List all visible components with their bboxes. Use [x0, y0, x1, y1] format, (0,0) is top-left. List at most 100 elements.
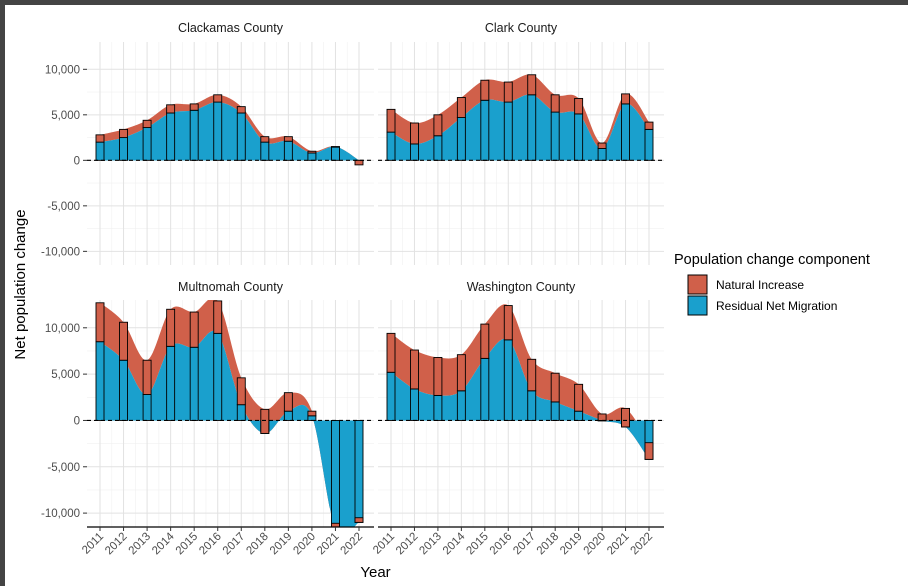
bar-natural-increase-2015	[189, 103, 199, 111]
bar-natural-increase-2012	[410, 122, 419, 145]
bar-residual-net-migration-2016	[503, 339, 513, 421]
legend: Population change component Natural Incre…	[674, 252, 870, 316]
bar-residual-net-migration-2018	[260, 141, 270, 161]
bar-residual-net-migration-2022	[354, 419, 364, 523]
bar-natural-increase-2018	[260, 408, 270, 434]
x-tick-label: 2011	[80, 531, 106, 557]
bar-natural-increase-2017	[236, 377, 246, 406]
x-tick-label: 2015	[174, 531, 201, 558]
x-tick-label: 2017	[511, 531, 538, 558]
bar-residual-net-migration-2018	[550, 111, 560, 161]
bar-residual-net-migration-2020	[597, 148, 607, 161]
bar-natural-increase-2015	[189, 311, 199, 348]
panel-title: Clark County	[485, 21, 558, 35]
panel-title: Clackamas County	[178, 21, 284, 35]
area-layer	[100, 300, 359, 527]
legend-label: Residual Net Migration	[716, 299, 837, 313]
y-axis-title: Net population change	[12, 209, 29, 359]
bar-natural-increase-2020	[597, 413, 607, 421]
bar-natural-increase-2014	[166, 104, 176, 114]
bar-residual-net-migration-2011	[386, 371, 396, 421]
bar-natural-increase-2022	[354, 159, 364, 166]
bar-residual-net-migration-2020	[307, 152, 317, 161]
bar-natural-increase-2016	[503, 81, 513, 103]
bar-residual-net-migration-2011	[95, 341, 105, 421]
bar-natural-increase-2018	[260, 136, 270, 143]
x-tick-label: 2021	[605, 531, 632, 558]
x-tick-label: 2020	[582, 531, 609, 558]
x-tick-label: 2016	[488, 531, 515, 558]
bar-natural-increase-2014	[456, 354, 466, 392]
bar-natural-increase-2017	[236, 106, 246, 114]
bar-natural-increase-2016	[213, 300, 223, 334]
x-tick-label: 2021	[315, 531, 342, 558]
bar-natural-increase-2020	[597, 142, 607, 149]
bar-natural-increase-2015	[480, 79, 490, 101]
area-residual-net-migration	[100, 331, 359, 527]
x-tick-label: 2014	[150, 530, 177, 557]
bar-residual-net-migration-2015	[480, 99, 490, 161]
bar-residual-net-migration-2019	[283, 410, 293, 421]
bar-natural-increase-2016	[213, 94, 223, 103]
y-tick-label: 10,000	[45, 64, 80, 76]
bar-natural-increase-2017	[527, 358, 537, 392]
x-tick-label: 2012	[394, 531, 421, 558]
x-tick-label: 2012	[103, 531, 130, 558]
bar-residual-net-migration-2014	[166, 345, 176, 421]
bar-natural-increase-2020	[307, 150, 317, 154]
x-axis-title: Year	[360, 564, 390, 581]
legend-swatch	[687, 274, 708, 295]
y-tick-label: -5,000	[47, 201, 80, 213]
bar-residual-net-migration-2012	[119, 137, 128, 161]
bar-residual-net-migration-2013	[433, 135, 443, 161]
bar-natural-increase-2013	[433, 114, 443, 137]
bar-natural-increase-2019	[283, 392, 293, 412]
bar-residual-net-migration-2012	[119, 359, 128, 421]
bar-residual-net-migration-2018	[550, 401, 560, 421]
area-natural-increase	[100, 94, 359, 165]
x-tick-label: 2014	[441, 530, 468, 557]
bar-natural-increase-2019	[574, 97, 584, 115]
bar-natural-increase-2013	[142, 359, 152, 395]
panel-4: Washington County20112012201320142015201…	[371, 280, 664, 557]
legend-label: Natural Increase	[716, 278, 804, 292]
bar-natural-increase-2013	[142, 119, 152, 129]
y-tick-label: 5,000	[51, 369, 80, 381]
bar-residual-net-migration-2014	[456, 390, 466, 421]
bar-residual-net-migration-2019	[574, 113, 584, 161]
bar-natural-increase-2018	[550, 94, 560, 113]
bar-natural-increase-2021	[621, 407, 630, 428]
bar-residual-net-migration-2011	[95, 141, 105, 161]
x-tick-label: 2016	[197, 531, 224, 558]
x-tick-label: 2018	[244, 531, 271, 558]
bar-residual-net-migration-2020	[307, 415, 317, 421]
bar-natural-increase-2011	[386, 108, 396, 133]
panel-1: Clackamas County 10,000 5,000 0 -5,000 -10,00…	[41, 21, 374, 265]
bar-residual-net-migration-2021	[331, 146, 340, 161]
bar-layer	[95, 300, 364, 527]
chart-canvas: Clackamas County 10,000 5,000 0 -5,000 -10,00…	[5, 5, 908, 586]
bar-residual-net-migration-2016	[213, 332, 223, 421]
x-tick-label: 2018	[535, 531, 562, 558]
x-tick-label: 2020	[291, 531, 318, 558]
bar-natural-increase-2017	[527, 74, 537, 96]
x-tick-label: 2019	[558, 531, 585, 558]
faceted-population-chart: Clackamas County 10,000 5,000 0 -5,000 -10,00…	[12, 21, 870, 581]
bar-residual-net-migration-2015	[189, 109, 199, 161]
panel-2: Clark County	[378, 21, 664, 265]
y-tick-label: 0	[74, 155, 80, 167]
bar-residual-net-migration-2022	[644, 128, 654, 161]
bar-residual-net-migration-2012	[410, 143, 419, 161]
y-tick-label: 0	[74, 415, 80, 427]
panel-3: Multnomah County 10,000 5,000 0 -5,000 -10,00…	[41, 280, 374, 557]
area-layer	[100, 94, 359, 165]
bar-natural-increase-2021	[331, 522, 340, 527]
bar-residual-net-migration-2016	[213, 101, 223, 161]
area-natural-increase	[391, 304, 649, 460]
bar-layer	[95, 94, 364, 166]
y-tick-label: 5,000	[51, 110, 80, 122]
bar-residual-net-migration-2017	[527, 390, 537, 421]
x-tick-label: 2017	[221, 531, 248, 558]
bar-natural-increase-2011	[95, 134, 105, 143]
bar-natural-increase-2013	[433, 356, 443, 396]
